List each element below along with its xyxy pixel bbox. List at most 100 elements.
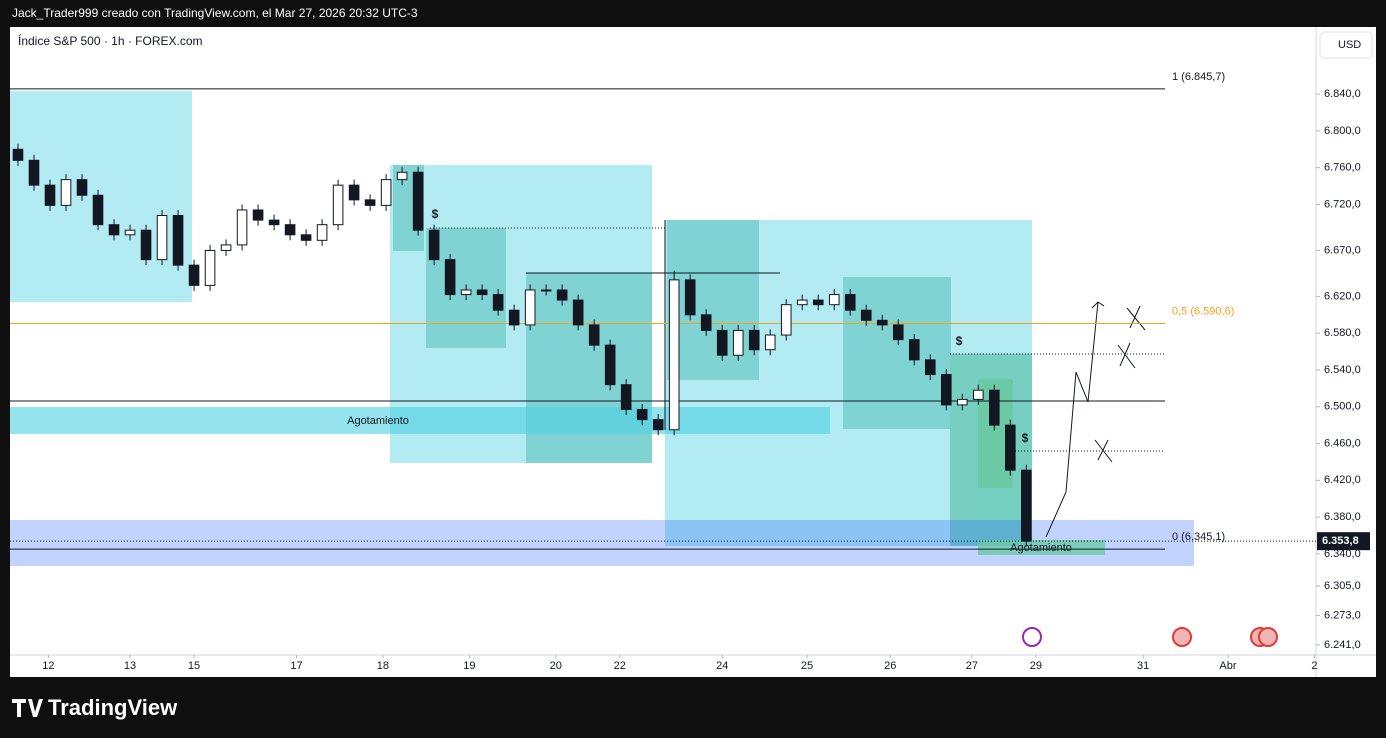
event-icon[interactable] xyxy=(1172,627,1192,647)
x-tick-label: 12 xyxy=(42,660,54,672)
x-tick-label: 13 xyxy=(124,660,136,672)
y-tick-label: 6.340,0 xyxy=(1324,548,1361,560)
candle-body xyxy=(780,304,792,336)
candle-body xyxy=(1005,424,1016,471)
x-tick-label: 20 xyxy=(550,660,562,672)
candle-body xyxy=(12,148,24,161)
candle-body xyxy=(876,319,888,326)
candle-body xyxy=(332,184,344,226)
candle-body xyxy=(140,229,152,261)
candle-body xyxy=(732,329,744,356)
candle-body xyxy=(284,224,296,236)
candle-body xyxy=(636,409,648,421)
chart-title: Índice S&P 500 · 1h · FOREX.com xyxy=(18,33,203,48)
candle-body xyxy=(396,171,408,181)
candle-body xyxy=(108,224,120,236)
zone xyxy=(667,220,759,380)
zone xyxy=(978,540,1105,555)
fib-label: 0 (6.345,1) xyxy=(1172,531,1225,543)
candle-body xyxy=(716,329,728,356)
y-tick-label: 6.580,0 xyxy=(1324,327,1361,339)
x-tick-label: Abr xyxy=(1219,660,1236,672)
candle-body xyxy=(812,299,824,306)
x-tick-label: 22 xyxy=(614,660,626,672)
candle-body xyxy=(364,199,376,206)
candle-body xyxy=(44,184,56,206)
y-tick-label: 6.305,0 xyxy=(1324,580,1361,592)
candle-body xyxy=(412,171,424,231)
y-tick-label: 6.800,0 xyxy=(1324,125,1361,137)
candle-body xyxy=(220,244,232,251)
candle-body xyxy=(268,219,280,226)
candle-body xyxy=(300,234,312,241)
currency-button[interactable] xyxy=(1319,31,1373,59)
y-tick-label: 6.241,0 xyxy=(1324,639,1361,651)
annotation: $ xyxy=(1022,431,1029,445)
candle-body xyxy=(588,324,600,346)
candle-body xyxy=(316,224,328,241)
x-tick-label: 29 xyxy=(1030,660,1042,672)
footer-logo: TradingView xyxy=(48,695,178,720)
last-price-badge xyxy=(1317,532,1370,551)
projection xyxy=(1045,301,1105,538)
y-tick-label: 6.620,0 xyxy=(1324,290,1361,302)
candle-body xyxy=(236,209,248,246)
candle-body xyxy=(28,159,40,186)
candle-body xyxy=(380,179,392,206)
y-tick-label: 6.840,0 xyxy=(1324,88,1361,100)
x-tick-label: 26 xyxy=(884,660,896,672)
candle-body xyxy=(476,289,488,296)
annotation: Agotamiento xyxy=(347,415,409,427)
candle-body xyxy=(796,299,808,306)
y-tick-label: 6.380,0 xyxy=(1324,511,1361,523)
x-mark xyxy=(1094,305,1146,463)
header: Jack_Trader999 creado con TradingView.co… xyxy=(12,6,418,20)
x-tick-label: 18 xyxy=(377,660,389,672)
candle-body xyxy=(860,309,872,321)
candle-body xyxy=(460,289,472,296)
candle-body xyxy=(172,214,184,266)
y-tick-label: 6.760,0 xyxy=(1324,162,1361,174)
x-tick-label: 15 xyxy=(188,660,200,672)
candle-body xyxy=(156,214,168,261)
y-tick-label: 6.460,0 xyxy=(1324,437,1361,449)
event-icon[interactable] xyxy=(1022,627,1042,647)
candle-body xyxy=(700,314,712,331)
logo-icon xyxy=(12,699,43,717)
candle-body xyxy=(76,179,88,196)
zone xyxy=(526,273,652,463)
y-tick-label: 6.500,0 xyxy=(1324,401,1361,413)
candle-body xyxy=(524,289,536,326)
candle-body xyxy=(748,329,760,351)
candle-body xyxy=(428,229,440,261)
candle-body xyxy=(572,299,584,326)
candle-body xyxy=(924,359,936,376)
annotation: $ xyxy=(432,207,439,221)
annotation: Agotamiento xyxy=(1010,542,1072,554)
candle-body xyxy=(989,389,1000,426)
candle-body xyxy=(652,419,664,431)
candle-body xyxy=(940,374,952,406)
candle-body xyxy=(252,209,264,221)
candle-body xyxy=(972,389,984,400)
x-tick-label: 27 xyxy=(966,660,978,672)
candle-body xyxy=(620,384,632,411)
candle-body xyxy=(204,249,216,286)
event-icon[interactable] xyxy=(1258,627,1278,647)
last-price-label: 6.353,8 xyxy=(1322,535,1359,547)
x-tick-label: 19 xyxy=(463,660,475,672)
zones: Agotamiento Agotamiento $ $ $ xyxy=(10,91,1194,566)
x-tick-label: 2 xyxy=(1311,660,1317,672)
fib-label: 0,5 (6.590,6) xyxy=(1172,305,1234,317)
y-tick-label: 6.420,0 xyxy=(1324,474,1361,486)
candle-body xyxy=(540,289,552,292)
candle-body xyxy=(1021,469,1032,542)
y-tick-label: 6.540,0 xyxy=(1324,364,1361,376)
candle-body xyxy=(764,334,776,351)
candle-body xyxy=(444,259,456,296)
y-tick-label: 6.273,0 xyxy=(1324,609,1361,621)
candle-body xyxy=(492,294,504,311)
candle-body xyxy=(668,279,680,431)
zone xyxy=(10,407,830,434)
